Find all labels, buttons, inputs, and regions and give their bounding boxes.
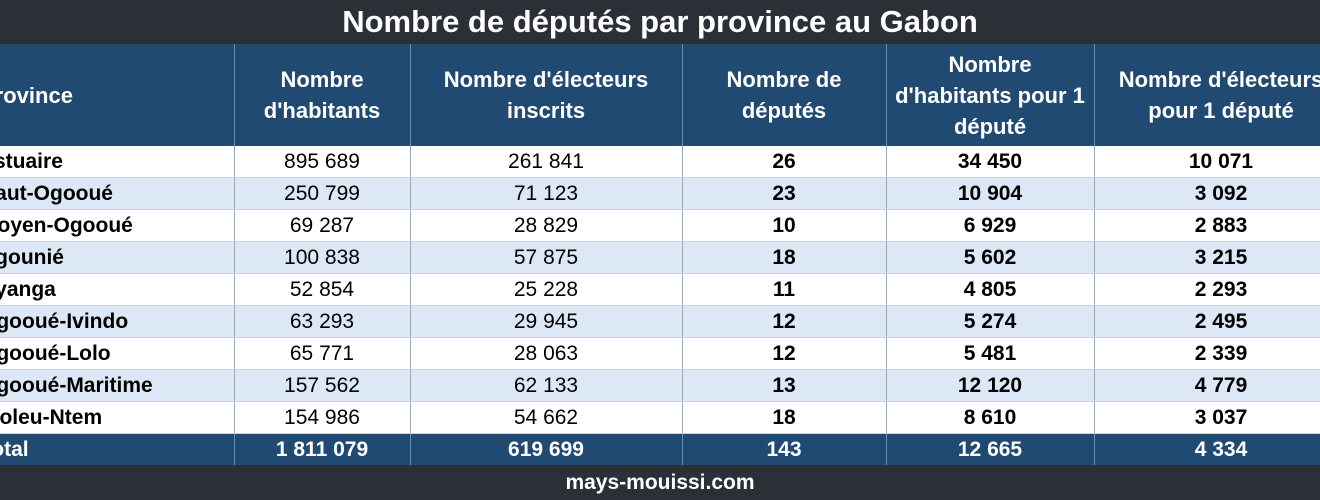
inhabitants-per-deputy-cell: 5 602 [886, 241, 1095, 274]
deputies-cell: 11 [682, 273, 887, 306]
inhabitants-per-deputy-cell: 5 274 [886, 305, 1095, 338]
deputies-cell: 18 [682, 401, 887, 434]
inhabitants-cell: 69 287 [234, 209, 411, 242]
province-cell: Haut-Ogooué [0, 177, 235, 210]
registered-voters-cell: 25 228 [410, 273, 683, 306]
deputies-table-container: Province Nombre d'habitants Nombre d'éle… [0, 44, 1320, 465]
column-header-inhabitants-per-deputy: Nombre d'habitants pour 1 député [886, 44, 1095, 146]
province-cell: Ngounié [0, 241, 235, 274]
registered-voters-cell: 29 945 [410, 305, 683, 338]
deputies-cell: 13 [682, 369, 887, 402]
province-cell: Woleu-Ntem [0, 401, 235, 434]
voters-per-deputy-cell: 2 495 [1094, 305, 1320, 338]
table-header-row: Province Nombre d'habitants Nombre d'éle… [0, 44, 1320, 146]
registered-voters-cell: 62 133 [410, 369, 683, 402]
registered-voters-cell: 28 829 [410, 209, 683, 242]
source-footer: mays-mouissi.com [565, 471, 755, 494]
inhabitants-per-deputy-cell: 10 904 [886, 177, 1095, 210]
total-registered-voters: 619 699 [410, 433, 683, 465]
deputies-cell: 18 [682, 241, 887, 274]
column-header-voters-per-deputy: Nombre d'électeurs pour 1 député [1094, 44, 1320, 146]
page-title: Nombre de députés par province au Gabon [0, 0, 1320, 44]
inhabitants-cell: 157 562 [234, 369, 411, 402]
total-label: Total [0, 433, 235, 465]
inhabitants-cell: 100 838 [234, 241, 411, 274]
column-header-registered-voters: Nombre d'électeurs inscrits [410, 44, 683, 146]
column-header-province: Province [0, 44, 235, 146]
voters-per-deputy-cell: 10 071 [1094, 146, 1320, 178]
inhabitants-per-deputy-cell: 12 120 [886, 369, 1095, 402]
voters-per-deputy-cell: 2 883 [1094, 209, 1320, 242]
province-cell: Ogooué-Maritime [0, 369, 235, 402]
total-voters-per-deputy: 4 334 [1094, 433, 1320, 465]
inhabitants-per-deputy-cell: 8 610 [886, 401, 1095, 434]
inhabitants-cell: 65 771 [234, 337, 411, 370]
province-cell: Estuaire [0, 146, 235, 178]
inhabitants-per-deputy-cell: 34 450 [886, 146, 1095, 178]
deputies-cell: 26 [682, 146, 887, 178]
deputies-table: Province Nombre d'habitants Nombre d'éle… [0, 44, 1320, 465]
voters-per-deputy-cell: 2 339 [1094, 337, 1320, 370]
table-total-row: Total 1 811 079 619 699 143 12 665 4 334 [0, 433, 1320, 465]
inhabitants-cell: 154 986 [234, 401, 411, 434]
voters-per-deputy-cell: 4 779 [1094, 369, 1320, 402]
inhabitants-cell: 63 293 [234, 305, 411, 338]
registered-voters-cell: 28 063 [410, 337, 683, 370]
registered-voters-cell: 71 123 [410, 177, 683, 210]
inhabitants-per-deputy-cell: 5 481 [886, 337, 1095, 370]
province-cell: Ogooué-Lolo [0, 337, 235, 370]
inhabitants-cell: 250 799 [234, 177, 411, 210]
deputies-cell: 12 [682, 305, 887, 338]
deputies-cell: 12 [682, 337, 887, 370]
deputies-cell: 23 [682, 177, 887, 210]
voters-per-deputy-cell: 3 092 [1094, 177, 1320, 210]
inhabitants-per-deputy-cell: 6 929 [886, 209, 1095, 242]
voters-per-deputy-cell: 3 037 [1094, 401, 1320, 434]
total-inhabitants: 1 811 079 [234, 433, 411, 465]
inhabitants-cell: 52 854 [234, 273, 411, 306]
registered-voters-cell: 57 875 [410, 241, 683, 274]
column-header-deputies: Nombre de députés [682, 44, 887, 146]
voters-per-deputy-cell: 2 293 [1094, 273, 1320, 306]
total-inhabitants-per-deputy: 12 665 [886, 433, 1095, 465]
province-cell: Moyen-Ogooué [0, 209, 235, 242]
province-cell: Nyanga [0, 273, 235, 306]
registered-voters-cell: 54 662 [410, 401, 683, 434]
total-deputies: 143 [682, 433, 887, 465]
province-cell: Ogooué-Ivindo [0, 305, 235, 338]
registered-voters-cell: 261 841 [410, 146, 683, 178]
deputies-cell: 10 [682, 209, 887, 242]
voters-per-deputy-cell: 3 215 [1094, 241, 1320, 274]
column-header-inhabitants: Nombre d'habitants [234, 44, 411, 146]
inhabitants-cell: 895 689 [234, 146, 411, 178]
inhabitants-per-deputy-cell: 4 805 [886, 273, 1095, 306]
